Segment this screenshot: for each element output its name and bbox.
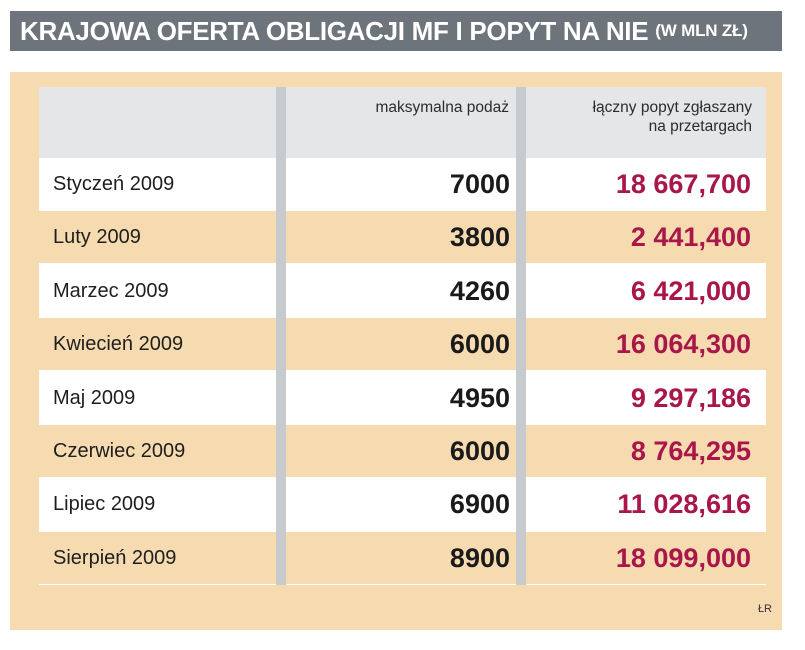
row-demand: 2 441,400 [630,222,751,253]
row-demand: 8 764,295 [630,436,751,466]
column-header-supply-label: maksymalna podaż [375,99,509,116]
column-header-demand-line2: na przetargach [648,118,752,135]
row-month: Luty 2009 [53,226,141,249]
column-header-demand: łączny popyt zgłaszany na przetargach [534,98,752,136]
table-row: Czerwiec 2009 6000 8 764,295 [39,425,766,477]
source-credit: ŁR [757,603,772,615]
column-separator [516,87,526,585]
data-table: Styczeń 2009 7000 18 667,700 Luty 2009 3800 2… [39,87,766,585]
row-month: Lipiec 2009 [53,493,156,516]
row-supply: 7000 [449,169,510,199]
table-row: Lipiec 2009 6900 11 028,616 [39,478,766,530]
chart-unit: (W MLN ZŁ) [655,21,748,40]
row-demand: 18 667,700 [615,169,751,199]
row-month: Czerwiec 2009 [53,440,186,462]
row-demand: 16 064,300 [615,329,751,360]
column-header-demand-line1: łączny popyt zgłaszany [592,99,752,116]
row-month: Styczeń 2009 [53,173,175,195]
table-row: Marzec 2009 4260 6 421,000 [39,265,766,317]
table-row: Maj 2009 4950 9 297,186 [39,372,766,424]
row-supply: 4950 [449,382,510,413]
table-row: Kwiecień 2009 6000 16 064,300 [39,318,766,371]
row-demand: 6 421,000 [630,275,751,306]
row-month: Maj 2009 [53,386,136,409]
chart-title: KRAJOWA OFERTA OBLIGACJI MF I POPYT NA N… [20,15,649,46]
row-supply: 6000 [449,329,510,360]
row-supply: 3800 [449,222,510,253]
row-demand: 18 099,000 [615,542,751,573]
row-supply: 6000 [449,436,510,466]
row-month: Sierpień 2009 [53,546,177,569]
table-row: Sierpień 2009 8900 18 099,000 [39,531,766,584]
column-separator [276,87,286,585]
column-header-supply: maksymalna podaż [294,98,509,117]
row-month: Kwiecień 2009 [53,333,184,356]
title-bar: KRAJOWA OFERTA OBLIGACJI MF I POPYT NA N… [10,11,782,51]
row-demand: 11 028,616 [617,489,751,520]
row-month: Marzec 2009 [53,279,169,302]
row-supply: 8900 [449,542,510,573]
row-supply: 6900 [449,489,510,520]
table-header [39,87,766,158]
row-demand: 9 297,186 [630,382,751,413]
row-supply: 4260 [449,275,510,306]
table-row: Styczeń 2009 7000 18 667,700 [39,158,766,210]
table-row: Luty 2009 3800 2 441,400 [39,211,766,264]
